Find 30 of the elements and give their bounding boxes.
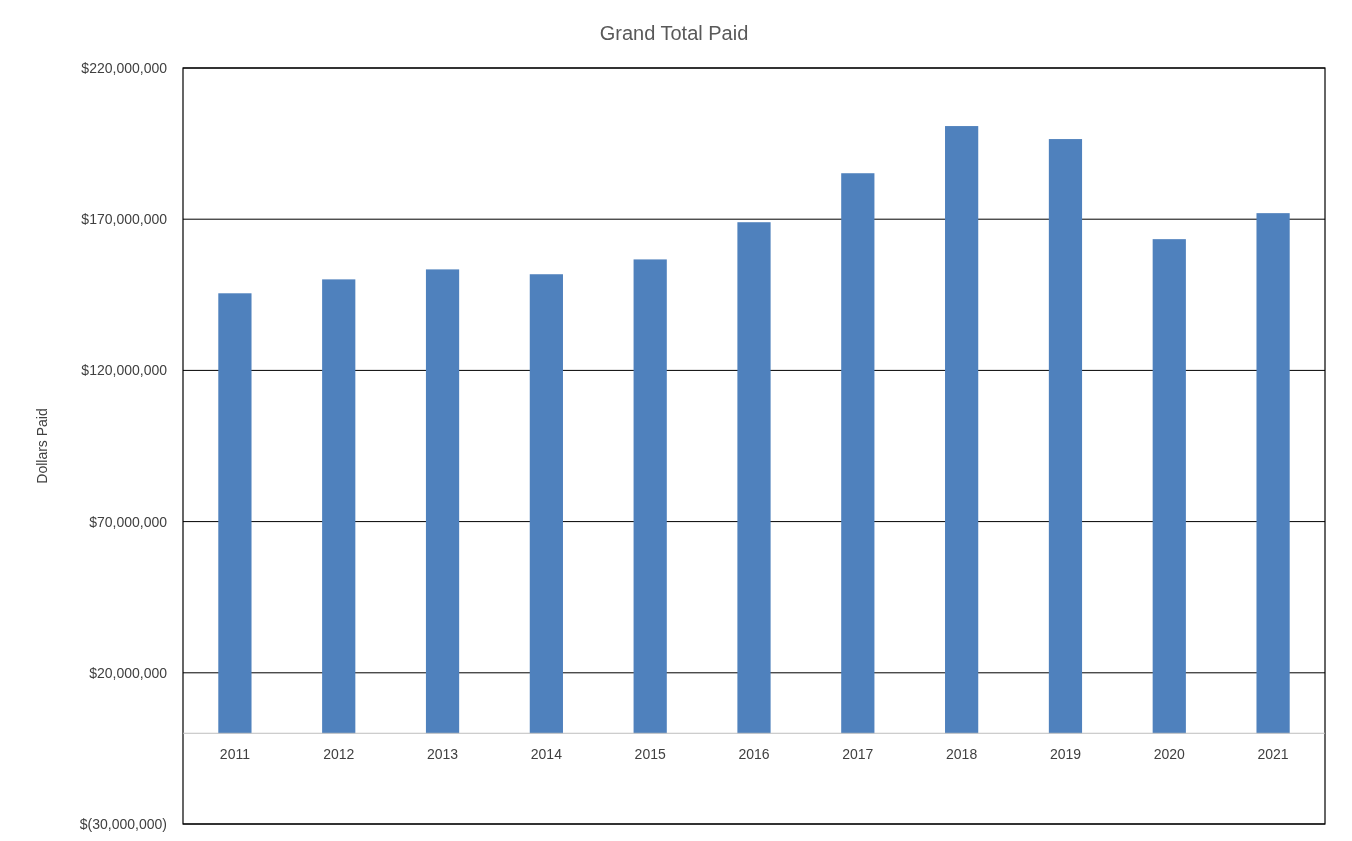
x-tick-label: 2015 (634, 746, 666, 763)
y-tick-label: $220,000,000 (81, 59, 168, 76)
x-tick-label: 2013 (426, 746, 459, 763)
x-tick-label: 2011 (219, 746, 251, 763)
bar (425, 269, 460, 734)
x-tick-label: 2012 (323, 746, 355, 763)
bar (841, 173, 875, 734)
bar (945, 126, 979, 734)
x-tick-label: 2016 (738, 746, 770, 763)
bar (1048, 139, 1083, 734)
bar (1152, 239, 1186, 734)
chart-title: Grand Total Paid (599, 22, 749, 44)
x-tick-label: 2019 (1049, 746, 1082, 763)
x-tick-label: 2020 (1153, 746, 1186, 763)
x-tick-label: 2017 (842, 746, 874, 763)
bar (218, 293, 252, 734)
x-tick-label: 2014 (530, 746, 563, 763)
bar (737, 222, 771, 734)
y-tick-label: $70,000,000 (89, 513, 168, 530)
y-tick-label: $170,000,000 (81, 211, 168, 228)
y-tick-label: $(30,000,000) (79, 815, 167, 832)
y-tick-label: $20,000,000 (89, 664, 168, 681)
x-tick-label: 2021 (1257, 746, 1289, 763)
bar (1256, 213, 1290, 734)
bar (322, 279, 356, 734)
bar (633, 259, 667, 734)
bar (529, 274, 563, 734)
x-tick-label: 2018 (946, 746, 978, 763)
y-tick-label: $120,000,000 (81, 362, 168, 379)
y-axis-title: Dollars Paid (34, 408, 50, 484)
